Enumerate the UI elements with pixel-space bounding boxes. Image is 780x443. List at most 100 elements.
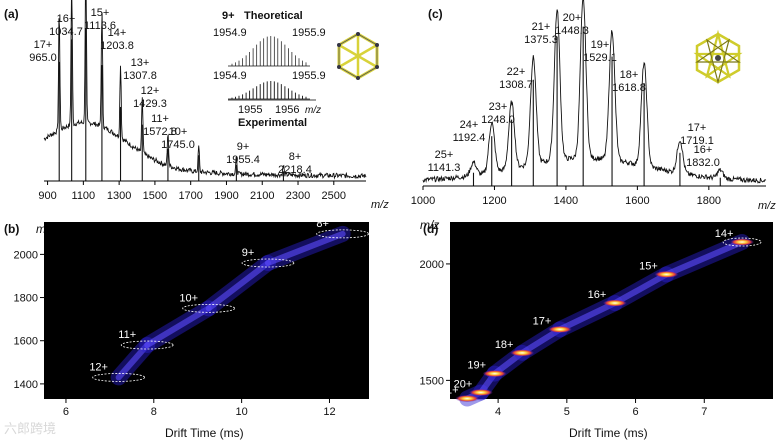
heat-spot-label: 8+ [316,218,329,230]
peak-charge-label: 21+ [532,21,551,33]
y-tick-label: 1400 [14,379,38,391]
x-tick-label: 2300 [286,190,310,202]
inset-theoretical-trace [228,36,310,67]
peak-charge-label: 20+ [563,12,582,24]
x-tick-label: 2500 [322,190,346,202]
peak-charge-label: 8+ [289,151,302,163]
heat-band-core [205,260,271,312]
heat-spot-label: 14+ [715,228,734,240]
heat-spot-outline [722,237,762,247]
peak-charge-label: 9+ [237,141,250,153]
heat-spot-label: 12+ [89,361,108,373]
theoretical-envelope [231,36,307,66]
peak-mz-label: 1113.6 [84,20,116,32]
panel-d: (d) m/z 21+20+ 19+ 18+ 17+ 16+ 15+ 14+ 4 5 6 7 150… [420,218,773,440]
heat-spot [654,270,679,278]
peak-mz-label: 2218.4 [278,164,312,176]
peak-charge-label: 22+ [507,66,526,78]
peak-charge-label: 16+ [57,13,76,25]
inset-experimental-mz-right: 1955.9 [292,70,326,82]
experimental-envelope [231,81,307,99]
heat-spot-label: 21+ [440,385,459,397]
x-tick-label: 5 [564,406,570,418]
heat-spot-label: 20+ [454,378,473,390]
heat-spot-label: 11+ [118,329,136,341]
y-tick-label: 1500 [420,375,444,387]
inset-experimental-label: Experimental [238,117,307,129]
panel-a-x-axis-label: m/z [371,199,389,211]
peak-mz-label: 1529.1 [583,52,617,64]
panel-a-spectrum [43,0,367,181]
peak-charge-label: 13+ [131,57,150,69]
heat-spot [468,388,493,396]
heat-spot-label: 19+ [467,360,486,372]
panel-b: (b) m/z 12+11+10+9+8+ 681012140016001800… [4,218,370,440]
peak-mz-label: 1448.3 [555,25,589,37]
heat-spot [602,299,627,307]
peak-mz-label: 1034.7 [49,26,83,38]
x-tick-label: 1900 [214,190,238,202]
x-tick-label: 1300 [107,190,131,202]
heat-band-core [264,230,346,267]
peak-charge-label: 11+ [151,113,169,125]
y-tick-label: 1800 [14,293,38,305]
panel-c-x-ticks: 1000 1200 1400 1600 1800 [411,186,721,207]
x-tick-label: 1500 [143,190,167,202]
panel-c-label: (c) [428,7,443,21]
peak-mz-label: 1375.3 [524,34,558,46]
x-tick-label: 1800 [697,195,721,207]
heat-band-core [663,239,746,278]
heat-spot [510,349,535,357]
heat-spot [730,238,755,246]
heat-spot-outline [241,258,295,268]
panel-c-peak-labels: 25+1141.324+1192.423+1248.022+1308.721+1… [428,12,720,174]
peak-charge-label: 16+ [694,144,713,156]
panel-d-label: (d) [423,222,438,236]
panel-d-ticks: 4 5 6 7 1500 2000 [420,259,708,418]
panel-b-label: (b) [4,222,19,236]
y-tick-label: 1600 [14,336,38,348]
peak-charge-label: 25+ [435,149,454,161]
panel-a: (a) 900 1100 1300 1500 1700 1900 2100 2300 2500 … [4,0,389,211]
heat-band-core [144,305,212,349]
inset-experimental-trace [228,81,310,100]
inset-tick-1955: 1955 [238,104,262,116]
x-tick-label: 1700 [178,190,202,202]
panel-c-spectrum [422,0,767,186]
peak-charge-label: 12+ [141,85,160,97]
panel-c: (c) 1000 1200 1400 1600 1800 m/z 25+1141.3 24… [411,0,776,212]
panel-b-x-axis-label: Drift Time (ms) [165,426,244,440]
x-tick-label: 12 [323,406,335,418]
heat-spot [482,370,507,378]
peak-mz-label: 1745.0 [161,139,195,151]
x-tick-label: 8 [151,406,157,418]
heat-spot-outline [316,229,370,239]
x-tick-label: 10 [236,406,248,418]
heat-spot-outline [92,373,146,382]
x-tick-label: 1000 [411,195,435,207]
x-tick-label: 1100 [72,190,96,202]
peak-mz-label: 1307.8 [123,70,157,82]
peak-charge-label: 23+ [489,101,508,113]
heat-band-core [556,300,618,333]
peak-mz-label: 1248.0 [481,114,515,126]
x-tick-label: 900 [38,190,56,202]
peak-charge-label: 15+ [91,7,110,19]
peak-mz-label: 1141.3 [428,162,461,174]
inset-theoretical-mz-left: 1954.9 [213,27,247,39]
x-tick-label: 6 [63,406,69,418]
peak-mz-label: 1955.4 [226,154,260,166]
panel-a-x-ticks: 900 1100 1300 1500 1700 1900 2100 2300 2500 [38,181,346,202]
peak-charge-label: 17+ [688,122,707,134]
peak-charge-label: 10+ [169,126,188,138]
peak-mz-label: 1203.8 [100,40,134,52]
x-tick-label: 1600 [625,195,649,207]
peak-mz-label: 1429.3 [133,98,167,110]
heat-band-core [491,349,526,377]
spectrum-line [422,0,767,184]
panel-d-x-axis-label: Drift Time (ms) [569,426,648,440]
inset-theoretical-mz-right: 1955.9 [292,27,326,39]
y-tick-label: 2000 [420,259,444,271]
x-tick-label: 1200 [482,195,506,207]
